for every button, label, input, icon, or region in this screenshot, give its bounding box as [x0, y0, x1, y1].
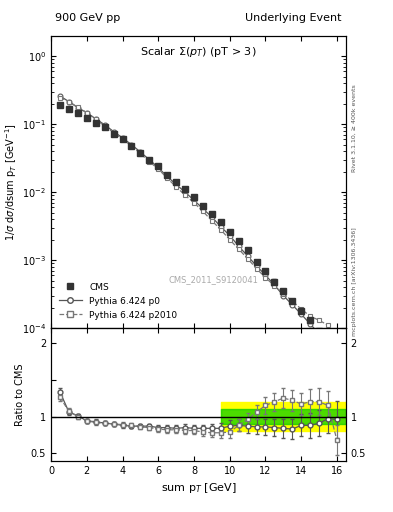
Text: Rivet 3.1.10, ≥ 400k events: Rivet 3.1.10, ≥ 400k events: [352, 84, 357, 172]
X-axis label: sum p$_T$ [GeV]: sum p$_T$ [GeV]: [161, 481, 236, 495]
Text: Underlying Event: Underlying Event: [245, 13, 342, 23]
Text: 900 GeV pp: 900 GeV pp: [55, 13, 120, 23]
Text: mcplots.cern.ch [arXiv:1306.3436]: mcplots.cern.ch [arXiv:1306.3436]: [352, 227, 357, 336]
Text: Scalar $\Sigma(p_T)$ (pT > 3): Scalar $\Sigma(p_T)$ (pT > 3): [140, 45, 257, 58]
Y-axis label: 1/$\sigma$ d$\sigma$/dsum p$_T$ [GeV$^{-1}$]: 1/$\sigma$ d$\sigma$/dsum p$_T$ [GeV$^{-…: [3, 123, 19, 241]
Y-axis label: Ratio to CMS: Ratio to CMS: [15, 363, 25, 425]
Legend: CMS, Pythia 6.424 p0, Pythia 6.424 p2010: CMS, Pythia 6.424 p0, Pythia 6.424 p2010: [55, 278, 181, 324]
Text: CMS_2011_S9120041: CMS_2011_S9120041: [168, 275, 258, 284]
